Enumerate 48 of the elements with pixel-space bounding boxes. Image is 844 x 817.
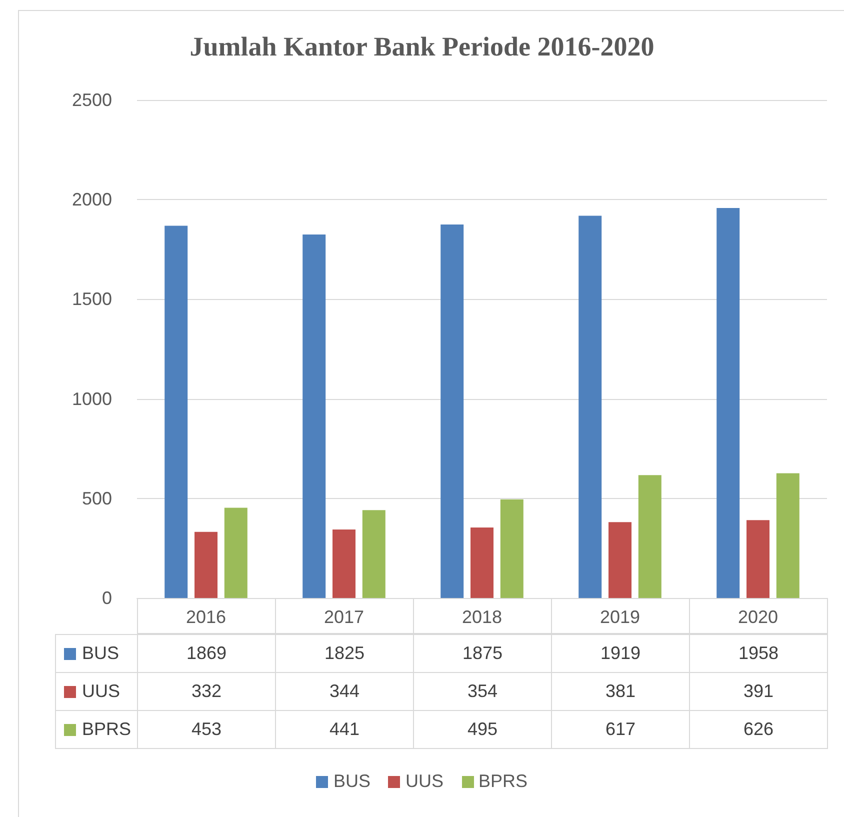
bar [716, 208, 740, 598]
bar [578, 216, 602, 598]
data-label: 391 [689, 672, 828, 711]
y-tick-label: 500 [82, 488, 112, 508]
data-label: 1869 [137, 634, 276, 673]
bar [332, 529, 356, 598]
text: UUS [405, 771, 444, 791]
bar [608, 522, 632, 598]
legend-label: UUS [82, 681, 120, 702]
bar [362, 510, 386, 598]
data-label: 381 [551, 672, 690, 711]
data-label: 354 [413, 672, 552, 711]
bar [776, 473, 800, 598]
text: BPRS [478, 771, 528, 791]
bar [164, 226, 188, 598]
legend-label: BUS [82, 643, 120, 664]
chart-title: Jumlah Kantor Bank Periode 2016-2020 [190, 32, 654, 62]
y-tick-label: 2500 [72, 90, 112, 110]
bar [470, 527, 494, 598]
data-label: 626 [689, 710, 828, 749]
y-tick-label: 1000 [72, 388, 112, 409]
bar [224, 508, 248, 598]
legend-label: BPRS [82, 719, 132, 740]
data-label: 441 [275, 710, 414, 749]
y-tick-label: 2000 [72, 190, 112, 210]
data-label: 1875 [413, 634, 552, 673]
data-label: 1958 [689, 634, 828, 673]
data-label: 1919 [551, 634, 690, 673]
x-tick-label: 2018 [462, 607, 502, 627]
data-label: 617 [551, 710, 690, 749]
bar [746, 520, 770, 598]
data-label: 453 [137, 710, 276, 749]
data-label: 495 [413, 710, 552, 749]
data-label: 344 [275, 672, 414, 711]
x-tick-label: 2019 [600, 607, 640, 627]
bar [440, 224, 464, 598]
data-label: 332 [137, 672, 276, 711]
x-tick-label: 2020 [738, 607, 778, 627]
x-tick-label: 2017 [324, 607, 364, 627]
y-tick-label: 1500 [72, 289, 112, 310]
x-tick-label: 2016 [186, 607, 226, 627]
bar [500, 499, 524, 598]
bar [638, 475, 662, 598]
text: BUS [333, 771, 370, 791]
y-tick-label: 0 [102, 588, 112, 608]
bar [194, 532, 218, 598]
data-label: 1825 [275, 634, 414, 673]
bar [302, 234, 326, 598]
